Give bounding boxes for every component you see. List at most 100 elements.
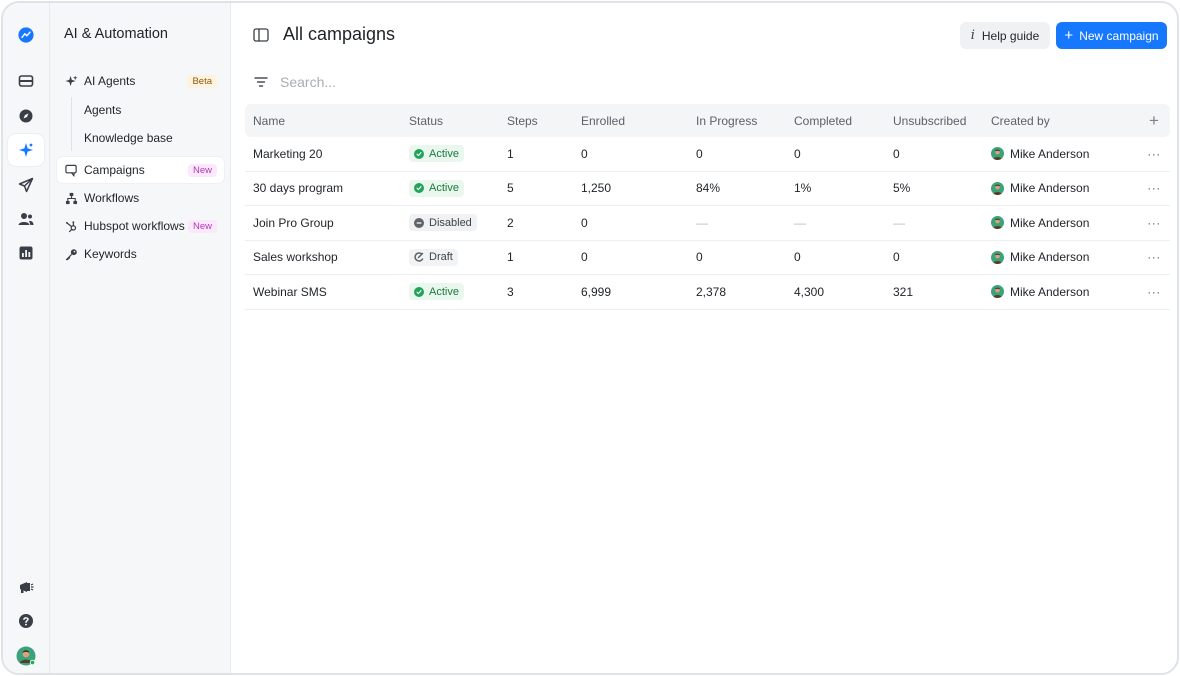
in-progress-value: 0: [696, 250, 703, 265]
key-icon: [64, 247, 78, 261]
creator-name: Mike Anderson: [1010, 146, 1090, 161]
status-cell: Disabled: [409, 206, 477, 240]
status-badge: Draft: [409, 248, 458, 266]
sidebar-item-knowledge-base[interactable]: Knowledge base: [84, 131, 173, 145]
info-icon: i: [970, 28, 975, 43]
main-content: All campaigns i Help guide + New campaig…: [232, 3, 1177, 673]
campaign-name[interactable]: 30 days program: [253, 181, 344, 196]
help-guide-label: Help guide: [981, 28, 1040, 43]
more-icon[interactable]: ···: [1147, 215, 1161, 230]
filter-icon[interactable]: [254, 75, 268, 87]
megaphone-icon[interactable]: [8, 571, 44, 603]
sidebar-toggle-icon[interactable]: [253, 28, 269, 42]
contacts-icon[interactable]: [8, 203, 44, 235]
sidebar-item-agents[interactable]: Agents: [84, 103, 122, 117]
status-label: Active: [429, 285, 459, 298]
new-campaign-button[interactable]: + New campaign: [1056, 22, 1167, 49]
created-by-cell: Mike Anderson: [991, 172, 1089, 206]
send-icon[interactable]: [8, 169, 44, 201]
logo-icon[interactable]: [8, 19, 44, 51]
sidebar-item-label: Keywords: [84, 247, 137, 261]
column-header-created-by[interactable]: Created by: [991, 113, 1050, 128]
search-input[interactable]: [280, 69, 580, 95]
more-icon[interactable]: ···: [1147, 146, 1161, 161]
status-label: Active: [429, 182, 459, 195]
status-cell: Draft: [409, 241, 458, 275]
column-header-unsubscribed[interactable]: Unsubscribed: [893, 113, 967, 128]
status-label: Disabled: [429, 216, 472, 229]
status-badge: Active: [409, 283, 464, 301]
table-row[interactable]: Sales workshop Draft 1 0 0 0 0 Mike Ande…: [245, 241, 1170, 275]
status-badge: Disabled: [409, 214, 477, 232]
created-by-cell: Mike Anderson: [991, 137, 1089, 171]
campaign-name[interactable]: Webinar SMS: [253, 284, 327, 299]
enrolled-value: 0: [581, 215, 588, 230]
sidebar-item-workflows[interactable]: Workflows: [57, 185, 224, 211]
compass-icon[interactable]: [8, 100, 44, 132]
column-header-steps[interactable]: Steps: [507, 113, 538, 128]
completed-value: 1%: [794, 181, 812, 196]
unsubscribed-value: —: [893, 215, 905, 230]
enrolled-value: 6,999: [581, 284, 612, 299]
table-row[interactable]: Join Pro Group Disabled 2 0 — — — Mike A…: [245, 206, 1170, 241]
sidebar-item-label: Hubspot workflows: [84, 219, 185, 233]
column-header-in-progress[interactable]: In Progress: [696, 113, 758, 128]
steps-value: 3: [507, 284, 514, 299]
minus-circle-icon: [414, 217, 424, 228]
table-row[interactable]: Webinar SMS Active 3 6,999 2,378 4,300 3…: [245, 275, 1170, 310]
table-row[interactable]: Marketing 20 Active 1 0 0 0 0 Mike Ander…: [245, 137, 1170, 172]
avatar: [991, 216, 1004, 230]
unsubscribed-value: 0: [893, 146, 900, 161]
inbox-icon[interactable]: [8, 65, 44, 97]
steps-value: 1: [507, 146, 514, 161]
more-icon[interactable]: ···: [1147, 284, 1161, 299]
sidebar-item-ai-agents[interactable]: AI Agents Beta: [57, 68, 224, 94]
new-campaign-label: New campaign: [1079, 28, 1159, 43]
table-row[interactable]: 30 days program Active 5 1,250 84% 1% 5%…: [245, 172, 1170, 206]
campaign-name[interactable]: Join Pro Group: [253, 215, 334, 230]
hubspot-icon: [64, 219, 78, 233]
column-header-name[interactable]: Name: [253, 113, 286, 128]
add-column-icon[interactable]: +: [1149, 110, 1159, 130]
beta-badge: Beta: [187, 74, 217, 88]
sidebar-item-label: AI Agents: [84, 74, 136, 88]
status-cell: Active: [409, 137, 464, 171]
sidebar-item-keywords[interactable]: Keywords: [57, 241, 224, 267]
column-header-status[interactable]: Status: [409, 113, 444, 128]
sidebar-item-label: Workflows: [84, 191, 140, 205]
campaign-name[interactable]: Sales workshop: [253, 250, 338, 265]
check-circle-icon: [414, 286, 424, 297]
enrolled-value: 1,250: [581, 181, 612, 196]
completed-value: 4,300: [794, 284, 825, 299]
new-badge: New: [187, 163, 217, 177]
campaign-name[interactable]: Marketing 20: [253, 146, 323, 161]
sidebar-item-campaigns[interactable]: Campaigns New: [57, 157, 224, 183]
column-header-enrolled[interactable]: Enrolled: [581, 113, 626, 128]
completed-value: 0: [794, 146, 801, 161]
creator-name: Mike Anderson: [1010, 215, 1090, 230]
help-icon[interactable]: [8, 605, 44, 637]
enrolled-value: 0: [581, 146, 588, 161]
analytics-icon[interactable]: [8, 237, 44, 269]
campaigns-table: Name Status Steps Enrolled In Progress C…: [245, 104, 1170, 310]
column-header-completed[interactable]: Completed: [794, 113, 853, 128]
check-circle-icon: [414, 148, 424, 159]
help-guide-button[interactable]: i Help guide: [960, 22, 1050, 49]
ai-automation-icon[interactable]: [8, 134, 44, 166]
new-badge: New: [187, 219, 217, 233]
steps-value: 5: [507, 181, 514, 196]
plus-icon: +: [1064, 27, 1074, 44]
status-badge: Active: [409, 179, 464, 197]
completed-value: 0: [794, 250, 801, 265]
in-progress-value: —: [696, 215, 708, 230]
draft-icon: [414, 252, 424, 262]
completed-value: —: [794, 215, 806, 230]
sidebar-item-hubspot-workflows[interactable]: Hubspot workflows New: [57, 213, 224, 239]
steps-value: 2: [507, 215, 514, 230]
more-icon[interactable]: ···: [1147, 250, 1161, 265]
unsubscribed-value: 5%: [893, 181, 911, 196]
steps-value: 1: [507, 250, 514, 265]
more-icon[interactable]: ···: [1147, 181, 1161, 196]
user-avatar[interactable]: [8, 640, 44, 672]
